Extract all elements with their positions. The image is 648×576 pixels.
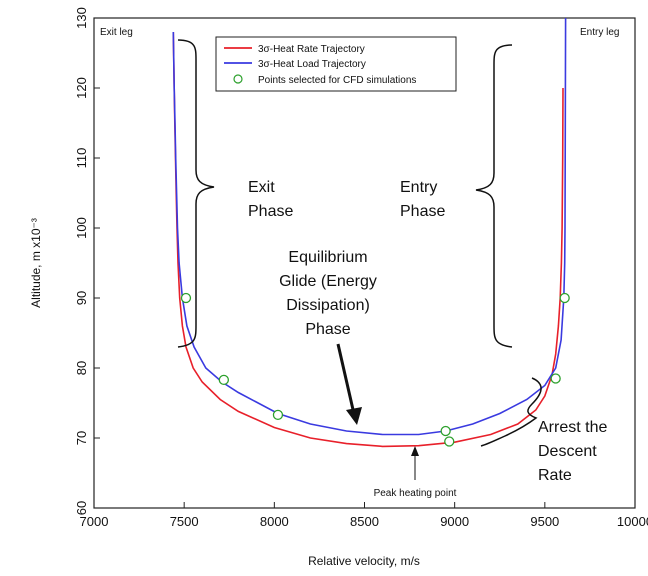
x-tick-label: 8000 (260, 514, 289, 529)
cfd-point-marker (218, 374, 229, 386)
cfd-point-marker (559, 292, 570, 304)
legend-label-heat-rate: 3σ-Heat Rate Trajectory (258, 44, 365, 55)
arrest-descent-label: Descent (538, 443, 597, 460)
legend-label-cfd-points: Points selected for CFD simulations (258, 75, 416, 86)
y-tick-label: 80 (74, 361, 89, 375)
equilibrium-glide-label: Glide (Energy (279, 273, 377, 290)
equilibrium-glide-label: Phase (305, 321, 350, 338)
x-tick-label: 10000 (617, 514, 648, 529)
x-axis-label: Relative velocity, m/s (308, 554, 420, 568)
equilibrium-glide-arrow-shaft (336, 343, 356, 415)
y-tick-label: 60 (74, 501, 89, 515)
entry-leg-label: Entry leg (580, 27, 619, 38)
y-tick-label: 120 (74, 77, 89, 99)
entry-phase-label: Phase (400, 203, 445, 220)
exit-leg-label: Exit leg (100, 27, 133, 38)
heat-rate-trajectory-line (172, 31, 564, 448)
cfd-point-marker (444, 436, 455, 447)
x-tick-label: 8500 (350, 514, 379, 529)
y-tick-label: 110 (74, 148, 89, 169)
x-tick-label: 7500 (170, 514, 199, 529)
exit-phase-label: Phase (248, 203, 293, 220)
x-tick-label: 9000 (440, 514, 469, 529)
arrest-descent-brace (480, 377, 542, 447)
arrest-descent-label: Arrest the (538, 419, 607, 436)
cfd-point-marker (440, 425, 451, 437)
legend: 3σ-Heat Rate Trajectory 3σ-Heat Load Tra… (215, 36, 457, 92)
exit-phase-label: Exit (248, 179, 275, 196)
y-tick-label: 90 (74, 291, 89, 305)
arrest-descent-label: Rate (538, 467, 572, 484)
equilibrium-glide-label: Equilibrium (288, 249, 367, 266)
y-axis: 60 70 80 90 100 110 120 130 (74, 7, 100, 515)
cfd-points (180, 292, 570, 447)
y-tick-label: 130 (74, 7, 89, 29)
legend-swatch-cfd-points (233, 74, 243, 84)
legend-label-heat-load: 3σ-Heat Load Trajectory (258, 59, 366, 70)
cfd-point-marker (180, 292, 192, 304)
equilibrium-glide-label: Dissipation) (286, 297, 370, 314)
cfd-point-marker (550, 373, 561, 384)
x-tick-label: 7000 (80, 514, 109, 529)
entry-phase-label: Entry (400, 179, 437, 196)
entry-phase-brace (475, 44, 513, 348)
exit-phase-brace (177, 39, 215, 348)
y-tick-label: 100 (74, 217, 89, 239)
cfd-point-marker (272, 409, 284, 421)
equilibrium-glide-arrowhead (346, 407, 362, 425)
legend-box (215, 36, 457, 92)
x-tick-label: 9500 (530, 514, 559, 529)
y-tick-label: 70 (74, 431, 89, 445)
peak-heating-arrowhead (411, 446, 419, 456)
x-axis: 7000 7500 8000 8500 9000 9500 10000 (80, 502, 648, 529)
y-axis-label: Altitude, m x10⁻³ (29, 218, 43, 308)
peak-heating-label: Peak heating point (374, 488, 457, 499)
